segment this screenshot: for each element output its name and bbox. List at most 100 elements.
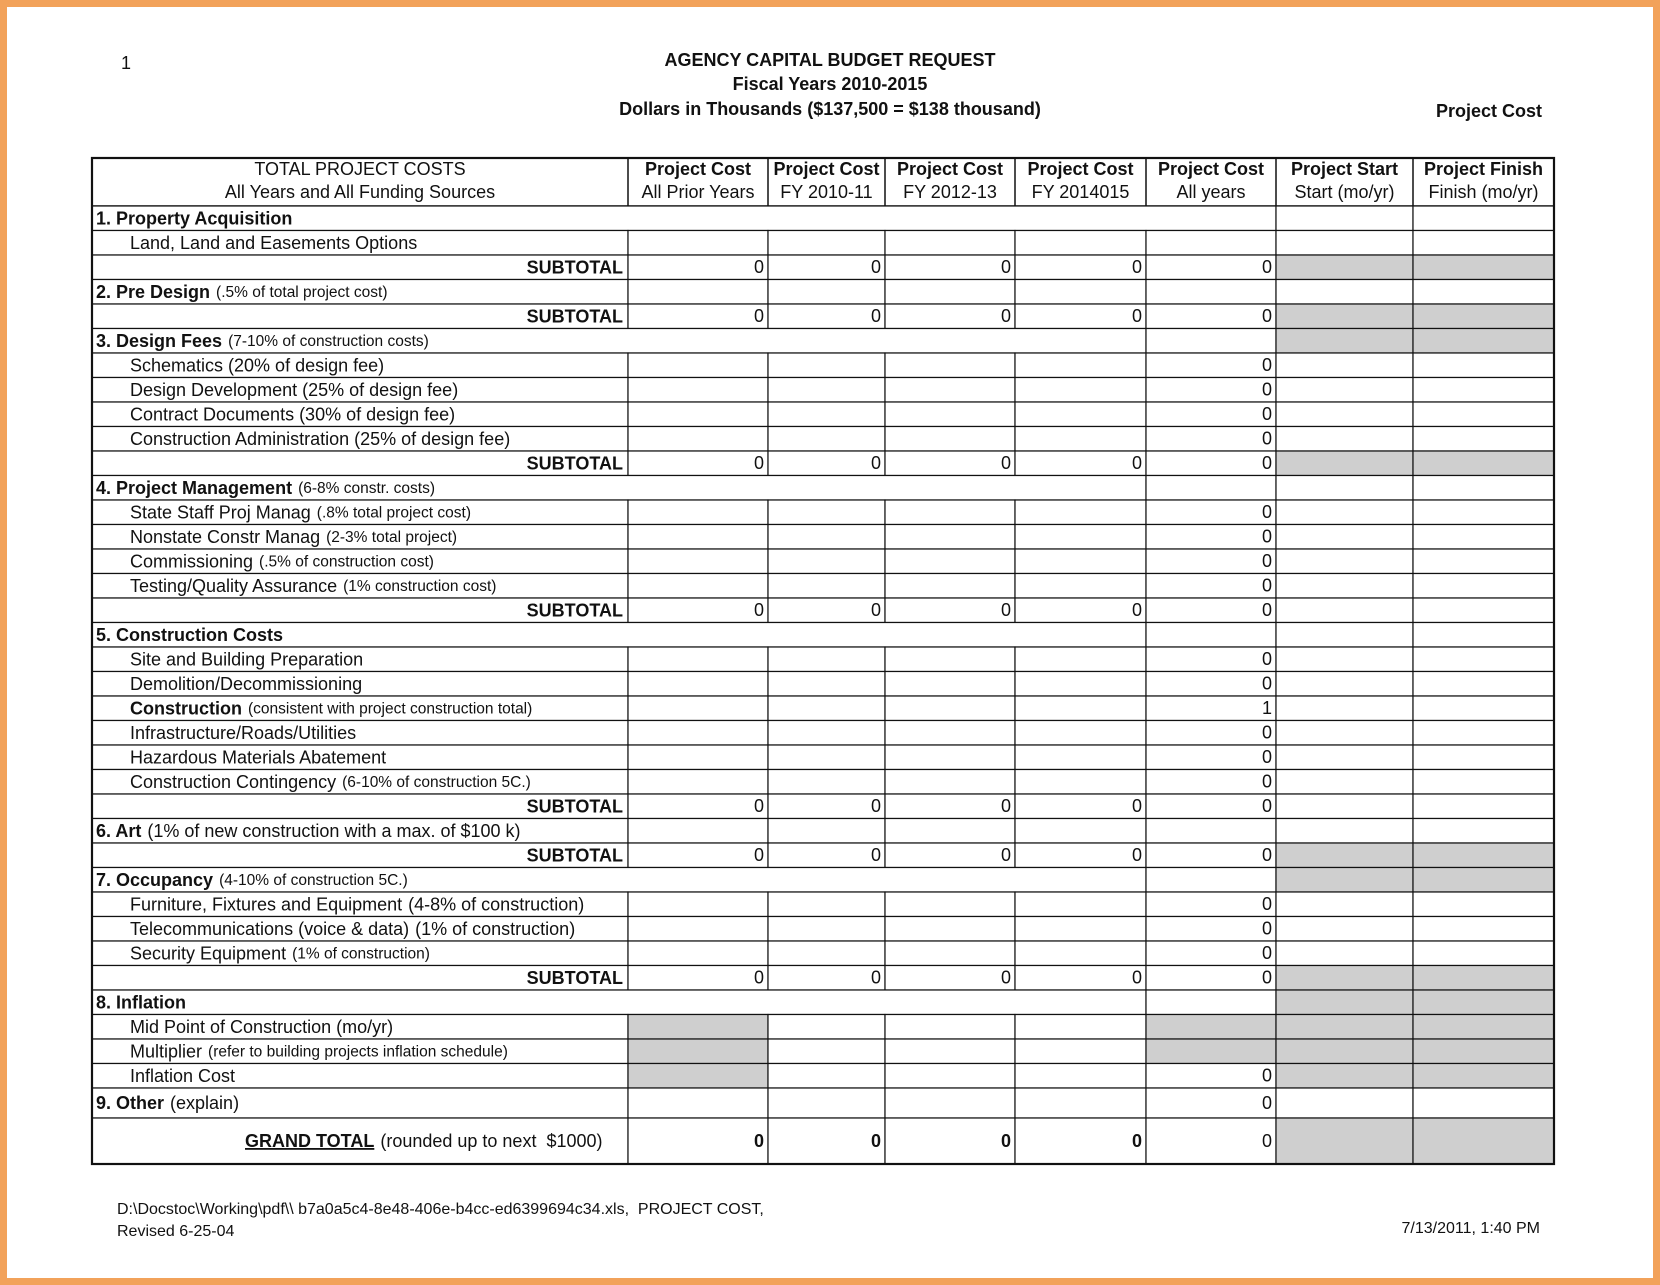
cell-value: 0 (1132, 257, 1142, 277)
label-text: Mid Point of Construction (mo/yr) (130, 1017, 393, 1037)
label-text: Commissioning (130, 551, 253, 571)
cell (884, 425, 1016, 452)
cell (1145, 327, 1277, 354)
label-note: (4-8% of construction) (408, 894, 584, 914)
cell (1412, 205, 1555, 232)
cell (1412, 719, 1555, 746)
label-text: Schematics (20% of design fee) (130, 355, 384, 375)
cell (1275, 1062, 1414, 1089)
cell (627, 376, 769, 403)
cell-value: 0 (1132, 968, 1142, 988)
cell (627, 1087, 769, 1119)
cell (627, 1038, 769, 1065)
cell (1145, 842, 1277, 869)
cell (1275, 817, 1414, 844)
cell (1014, 915, 1147, 942)
cell (1412, 744, 1555, 771)
row-label: GRAND TOTAL (rounded up to next $1000) (245, 1131, 603, 1151)
cell (884, 940, 1016, 967)
cell (1014, 646, 1147, 673)
cell (1145, 744, 1277, 771)
cell-value: 0 (1262, 968, 1272, 988)
cell (1412, 621, 1555, 648)
cell (767, 450, 886, 477)
label-text: 8. Inflation (96, 992, 186, 1012)
cell (1275, 597, 1414, 624)
row-label: Demolition/Decommissioning (130, 674, 362, 694)
cell (1145, 352, 1277, 379)
cell (884, 817, 1016, 844)
label-note: (consistent with project construction to… (248, 700, 532, 717)
cell (1145, 1062, 1277, 1089)
column-header: Project Cost (1158, 159, 1264, 179)
label-cell (91, 474, 1147, 501)
label-text: 7. Occupancy (96, 870, 213, 890)
label-note: (6-10% of construction 5C.) (342, 774, 531, 791)
cell-value: 0 (1132, 845, 1142, 865)
cell (1014, 450, 1147, 477)
cell (1412, 1013, 1555, 1040)
cell (1412, 891, 1555, 918)
cell (1014, 278, 1147, 305)
row-label: 2. Pre Design (.5% of total project cost) (96, 282, 387, 302)
cell (627, 1117, 769, 1165)
cell (1275, 327, 1414, 354)
column-subheader: All Years and All Funding Sources (225, 182, 495, 202)
cell-value: 0 (754, 845, 764, 865)
cell-value: 0 (1262, 380, 1272, 400)
cell (1014, 1087, 1147, 1119)
cell (884, 1013, 1016, 1040)
cell-value: 0 (1262, 674, 1272, 694)
cell (767, 915, 886, 942)
cell (884, 450, 1016, 477)
cell-value: 0 (1132, 1131, 1142, 1151)
cell (1275, 523, 1414, 550)
cell (1145, 989, 1277, 1016)
cell (1275, 891, 1414, 918)
cell-value: 0 (1262, 845, 1272, 865)
cell-value: 0 (871, 306, 881, 326)
cell (1145, 229, 1277, 256)
row-label: SUBTOTAL (527, 306, 623, 326)
cell (1145, 548, 1277, 575)
cell (627, 964, 769, 991)
label-note: (7-10% of construction costs) (228, 333, 429, 350)
cell (767, 670, 886, 697)
label-text: Furniture, Fixtures and Equipment (130, 894, 402, 914)
label-cell (91, 940, 629, 967)
cell (1412, 1038, 1555, 1065)
column-header: Project Finish (1424, 159, 1543, 179)
row-label: Testing/Quality Assurance (1% constructio… (130, 576, 496, 596)
cell (1275, 964, 1414, 991)
label-note: (explain) (170, 1093, 239, 1113)
cell (1145, 1087, 1277, 1119)
cell-value: 0 (871, 257, 881, 277)
row-label: Mid Point of Construction (mo/yr) (130, 1017, 393, 1037)
cell (1275, 425, 1414, 452)
cell (1145, 597, 1277, 624)
subtitle: Fiscal Years 2010-2015 (733, 74, 928, 94)
column-header: Project Cost (1027, 159, 1133, 179)
label-text: 5. Construction Costs (96, 625, 283, 645)
row-label: Construction Contingency (6-10% of constr… (130, 772, 531, 792)
row-label: SUBTOTAL (527, 845, 623, 865)
label-cell (91, 793, 629, 820)
cell (1275, 793, 1414, 820)
label-cell (91, 1062, 629, 1089)
cell-value: 0 (1262, 453, 1272, 473)
cell-value: 0 (1262, 257, 1272, 277)
label-cell (91, 719, 629, 746)
cell-value: 0 (1132, 453, 1142, 473)
cell (1412, 499, 1555, 526)
cell (1275, 376, 1414, 403)
cell-value: 0 (1262, 576, 1272, 596)
cell (1014, 719, 1147, 746)
label-text: SUBTOTAL (527, 796, 623, 816)
cell (1275, 670, 1414, 697)
cell (767, 523, 886, 550)
cell (1014, 352, 1147, 379)
cell (1275, 499, 1414, 526)
cell (1412, 670, 1555, 697)
cell-value: 0 (1132, 600, 1142, 620)
column-header: Project Cost (645, 159, 751, 179)
